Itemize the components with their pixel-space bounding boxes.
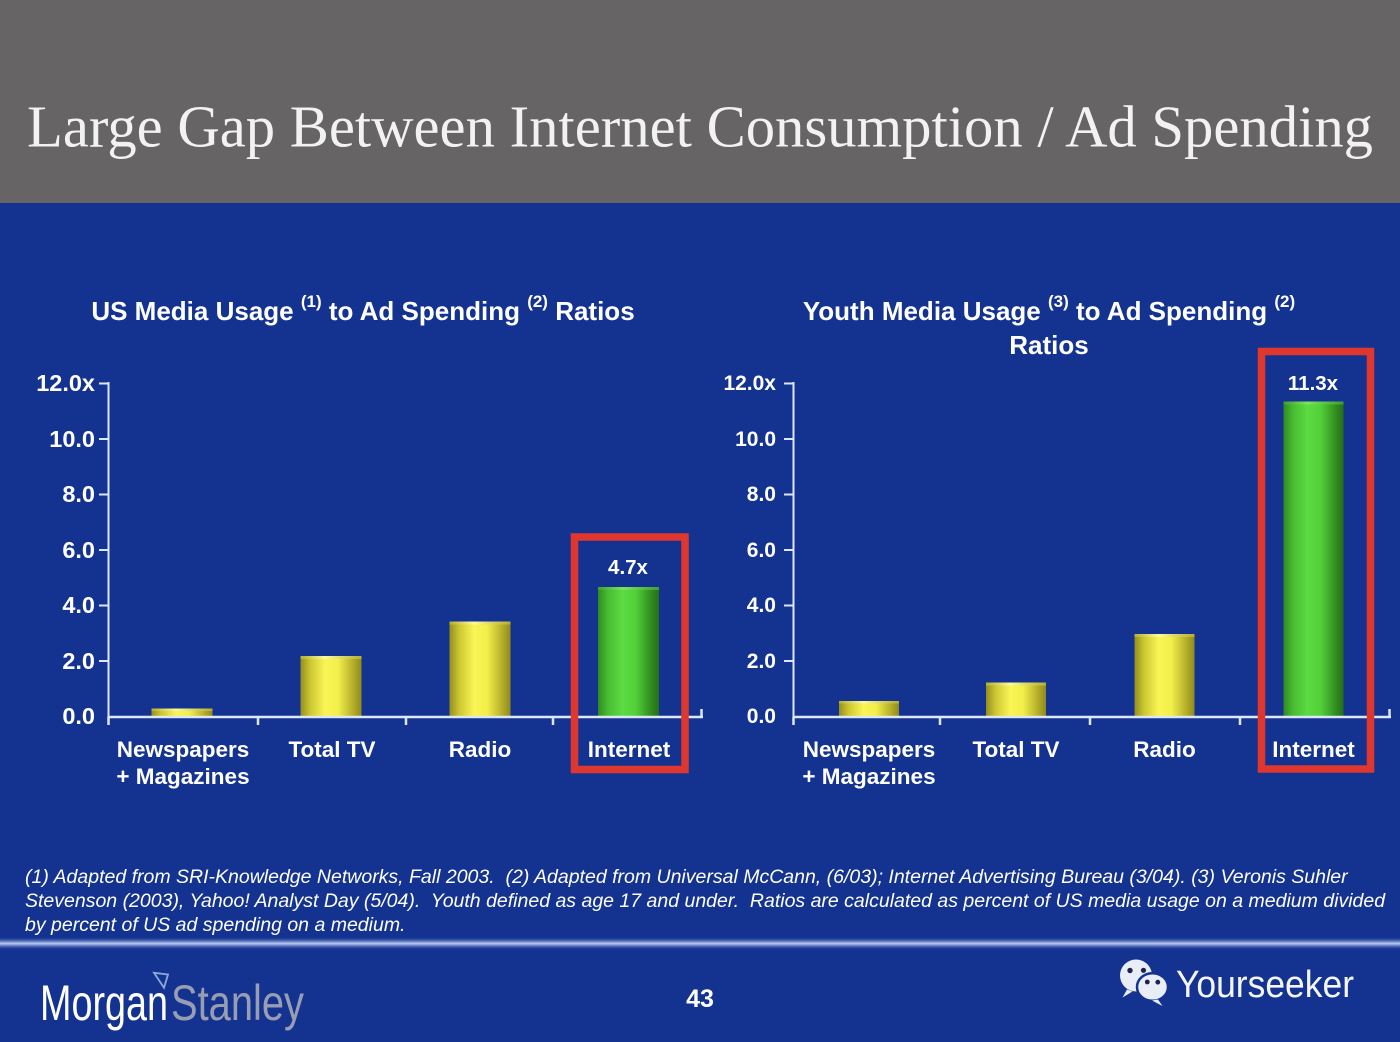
svg-text:2.0: 2.0 (62, 648, 95, 674)
svg-text:Youth Media Usage (3) to Ad Sp: Youth Media Usage (3) to Ad Spending (2) (803, 292, 1295, 326)
svg-text:+ Magazines: + Magazines (116, 764, 249, 789)
svg-text:Newspapers: Newspapers (117, 737, 250, 762)
svg-text:2.0: 2.0 (747, 650, 776, 673)
svg-text:Morgan: Morgan (40, 975, 168, 1031)
svg-text:4.0: 4.0 (62, 592, 95, 618)
svg-text:Total TV: Total TV (972, 737, 1059, 762)
svg-text:8.0: 8.0 (747, 483, 776, 506)
svg-text:+ Magazines: + Magazines (802, 764, 935, 789)
svg-text:12.0x: 12.0x (36, 370, 95, 396)
svg-text:0.0: 0.0 (747, 705, 776, 728)
svg-text:by percent of US ad spending o: by percent of US ad spending on a medium… (25, 914, 405, 936)
svg-text:0.0: 0.0 (62, 703, 95, 729)
svg-text:43: 43 (686, 985, 714, 1013)
svg-text:10.0: 10.0 (735, 428, 776, 451)
svg-text:Yourseeker: Yourseeker (1176, 964, 1354, 1006)
svg-text:US Media Usage (1) to Ad Spend: US Media Usage (1) to Ad Spending (2) Ra… (91, 292, 634, 326)
svg-text:Internet: Internet (1272, 737, 1355, 762)
svg-text:11.3x: 11.3x (1288, 372, 1339, 395)
svg-text:Total TV: Total TV (288, 737, 375, 762)
svg-text:6.0: 6.0 (747, 539, 776, 562)
svg-text:Large Gap Between Internet Con: Large Gap Between Internet Consumption /… (27, 94, 1373, 160)
svg-text:4.7x: 4.7x (608, 556, 648, 579)
svg-text:Ratios: Ratios (1009, 330, 1088, 360)
svg-text:6.0: 6.0 (62, 537, 95, 563)
svg-text:Newspapers: Newspapers (803, 737, 936, 762)
svg-text:Radio: Radio (449, 737, 512, 762)
svg-text:Stanley: Stanley (171, 975, 304, 1031)
svg-text:4.0: 4.0 (747, 594, 776, 617)
svg-text:(1) Adapted from SRI-Knowledge: (1) Adapted from SRI-Knowledge Networks,… (25, 866, 1349, 888)
svg-text:Internet: Internet (588, 737, 671, 762)
svg-text:12.0x: 12.0x (723, 372, 776, 395)
svg-text:8.0: 8.0 (62, 481, 95, 507)
svg-text:Stevenson (2003), Yahoo! Analy: Stevenson (2003), Yahoo! Analyst Day (5/… (25, 890, 1386, 912)
svg-text:10.0: 10.0 (49, 426, 95, 452)
svg-text:Radio: Radio (1133, 737, 1196, 762)
